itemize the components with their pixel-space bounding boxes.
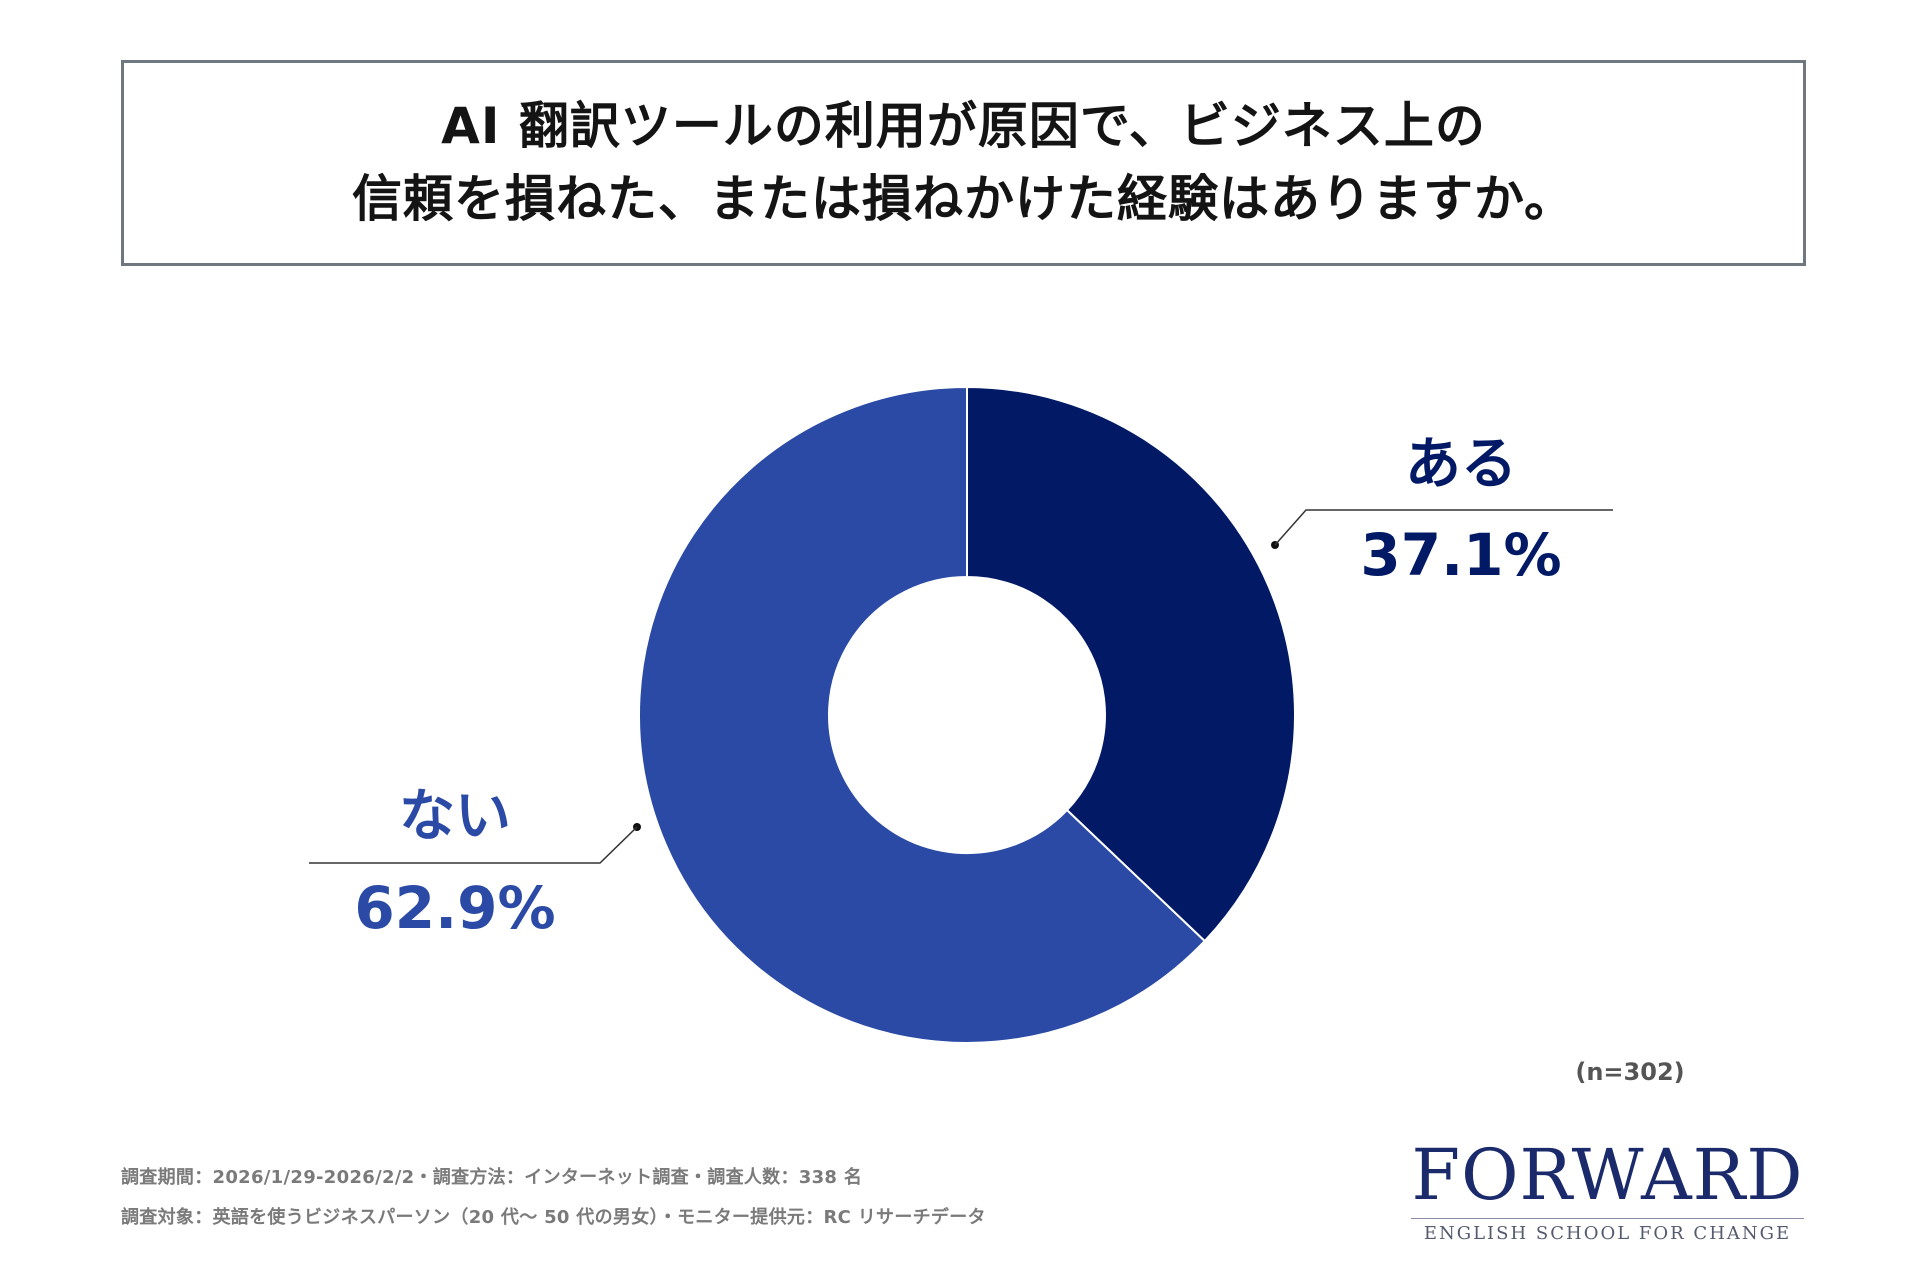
leader-line-1 <box>1274 509 1613 546</box>
survey-footnote-2: 調査対象：英語を使うビジネスパーソン（20 代～ 50 代の男女）・モニター提供… <box>121 1207 986 1228</box>
leader-line-2 <box>309 826 638 864</box>
title-box: AI 翻訳ツールの利用が原因で、ビジネス上の 信頼を損ねた、または損ねかけた経験… <box>121 60 1806 266</box>
sample-size: (n=302) <box>1575 1058 1685 1086</box>
brand-divider <box>1411 1218 1804 1219</box>
value-label-1: 37.1% <box>1360 521 1561 589</box>
value-label-2: 62.9% <box>354 874 555 942</box>
label-leaders <box>309 509 1613 864</box>
survey-footnote-1: 調査期間：2026/1/29-2026/2/2・調査方法：インターネット調査・調… <box>121 1167 863 1188</box>
category-label-2: ない <box>399 784 511 849</box>
slice-labels: ある 37.1% ない 62.9% <box>354 432 1561 942</box>
brand-tagline: ENGLISH SCHOOL FOR CHANGE <box>1423 1223 1792 1244</box>
donut-slices <box>638 385 1296 1044</box>
chart-title-line-2: 信頼を損ねた、または損ねかけた経験はありますか。 <box>352 170 1575 228</box>
donut-slice-1 <box>966 385 1296 943</box>
chart-title-line-1: AI 翻訳ツールの利用が原因で、ビジネス上の <box>441 97 1486 155</box>
brand-name: FORWARD <box>1411 1134 1804 1216</box>
brand-logo: FORWARD ENGLISH SCHOOL FOR CHANGE <box>1405 1140 1810 1243</box>
category-label-1: ある <box>1405 432 1517 497</box>
donut-slice-2 <box>638 385 1207 1044</box>
